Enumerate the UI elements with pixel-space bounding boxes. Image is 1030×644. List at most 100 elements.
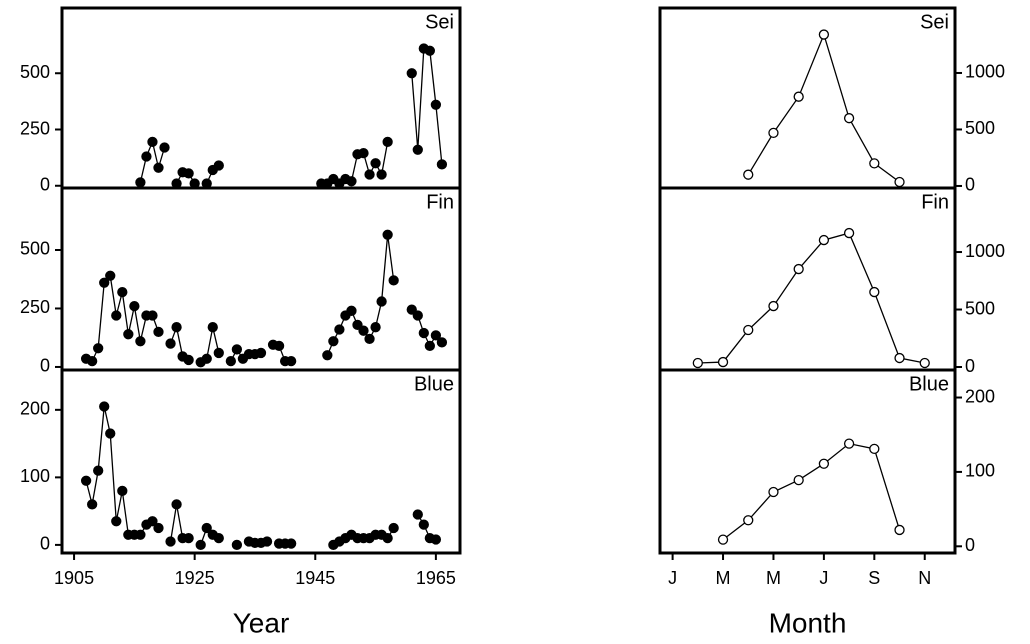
- x-tick-label: 1945: [295, 568, 335, 588]
- point: [370, 158, 381, 169]
- point: [382, 532, 393, 544]
- point: [183, 354, 194, 366]
- point: [201, 522, 212, 534]
- point: [382, 229, 393, 240]
- point: [183, 532, 194, 544]
- point: [165, 338, 176, 349]
- series-line: [85, 406, 437, 546]
- point: [406, 68, 417, 79]
- point: [261, 536, 273, 547]
- x-axis-label: Year: [233, 607, 290, 638]
- point: [743, 515, 754, 526]
- point: [129, 300, 140, 312]
- point: [358, 147, 369, 159]
- panel-title: Sei: [425, 11, 454, 33]
- point: [364, 169, 375, 180]
- panel-title: Fin: [426, 191, 454, 213]
- y-tick-label: 500: [20, 239, 50, 259]
- point: [141, 151, 152, 162]
- point: [231, 344, 243, 355]
- x-axis-label: Month: [769, 607, 847, 638]
- point: [793, 263, 804, 275]
- point: [153, 522, 164, 534]
- panel-frame: [60, 186, 462, 372]
- point: [153, 162, 164, 173]
- point: [364, 333, 375, 345]
- y-tick-label: 0: [40, 175, 50, 195]
- point: [286, 355, 297, 367]
- point: [843, 227, 855, 239]
- panel-title: Fin: [921, 191, 949, 213]
- point: [147, 310, 158, 321]
- point: [201, 353, 212, 364]
- point: [105, 270, 116, 281]
- x-tick-label: 1965: [416, 568, 456, 588]
- point: [322, 350, 333, 361]
- point: [818, 458, 830, 469]
- point: [388, 275, 399, 286]
- point: [376, 296, 387, 307]
- panel-title: Blue: [414, 373, 454, 395]
- point: [346, 305, 357, 316]
- point: [418, 519, 429, 530]
- x-tick-label: N: [918, 568, 931, 588]
- point: [424, 45, 435, 56]
- point: [225, 355, 236, 367]
- x-tick-label: S: [868, 568, 880, 588]
- point: [171, 499, 182, 510]
- point: [376, 169, 387, 180]
- point: [195, 539, 206, 551]
- point: [135, 336, 146, 347]
- point: [99, 277, 110, 288]
- point: [346, 176, 357, 187]
- point: [80, 475, 92, 486]
- point: [147, 136, 158, 148]
- y-tick-label: 250: [20, 118, 50, 138]
- point: [717, 534, 729, 545]
- point: [352, 319, 363, 331]
- point: [818, 29, 830, 40]
- point: [894, 352, 905, 364]
- point: [743, 324, 754, 336]
- y-tick-label: 500: [965, 298, 995, 318]
- point: [418, 327, 429, 339]
- point: [135, 177, 146, 188]
- x-tick-label: 1905: [54, 568, 94, 588]
- point: [183, 168, 194, 179]
- point: [87, 499, 98, 510]
- point: [436, 159, 448, 170]
- point: [231, 539, 243, 551]
- point: [894, 524, 905, 536]
- point: [286, 538, 297, 549]
- point: [424, 340, 435, 352]
- point: [382, 136, 393, 148]
- point: [869, 158, 880, 169]
- point: [768, 127, 779, 139]
- point: [717, 356, 729, 368]
- point: [768, 486, 779, 498]
- panel-title: Sei: [920, 11, 949, 33]
- y-tick-label: 100: [20, 466, 50, 486]
- point: [358, 325, 369, 336]
- point: [869, 286, 880, 298]
- x-tick-label: M: [766, 568, 781, 588]
- point: [430, 534, 442, 545]
- point: [213, 347, 224, 359]
- point: [207, 322, 218, 333]
- y-tick-label: 500: [965, 118, 995, 138]
- point: [159, 142, 170, 153]
- point: [843, 438, 855, 449]
- point: [768, 300, 779, 312]
- y-tick-label: 0: [965, 175, 975, 195]
- point: [692, 357, 703, 369]
- point: [87, 355, 98, 367]
- panel-title: Blue: [909, 373, 949, 395]
- y-tick-label: 0: [965, 535, 975, 555]
- panel-frame: [658, 6, 957, 190]
- x-tick-label: M: [716, 568, 731, 588]
- point: [147, 516, 158, 527]
- point: [328, 336, 339, 347]
- point: [894, 176, 905, 188]
- point: [388, 522, 399, 534]
- point: [743, 169, 754, 180]
